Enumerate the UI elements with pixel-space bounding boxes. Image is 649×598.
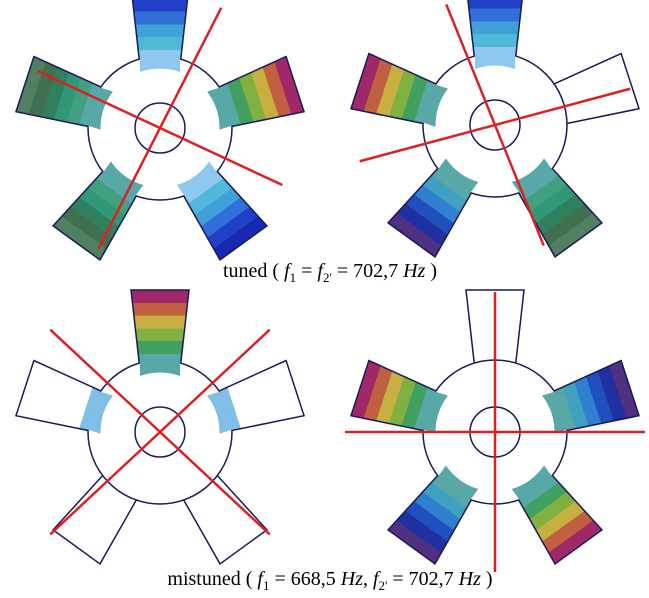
unit: Hz [458, 568, 481, 590]
subscript: 2' [379, 578, 388, 593]
frequency: 702,7 [353, 260, 398, 282]
caption-text: tuned ( [223, 260, 279, 282]
symbol: = [274, 568, 285, 590]
symbol: = [337, 260, 348, 282]
symbol: = [301, 260, 312, 282]
caption-tuned: tuned ( f1 = f2' = 702,7 Hz ) [223, 260, 437, 285]
frequency: 702,7 [409, 568, 454, 590]
symbol: = [392, 568, 403, 590]
mode-shapes [16, 0, 645, 572]
unit: Hz [402, 260, 425, 282]
caption-text: mistuned ( [167, 568, 252, 590]
symbol: , [363, 568, 368, 590]
caption-mistuned: mistuned ( f1 = 668,5 Hz, f2' = 702,7 Hz… [167, 568, 492, 593]
unit: Hz [340, 568, 363, 590]
frequency: 668,5 [291, 568, 336, 590]
caption-text: ) [486, 568, 493, 590]
figure: tuned ( f1 = f2' = 702,7 Hz ) mistuned (… [0, 0, 649, 598]
caption-text: ) [430, 260, 437, 282]
subscript: 2' [323, 270, 332, 285]
